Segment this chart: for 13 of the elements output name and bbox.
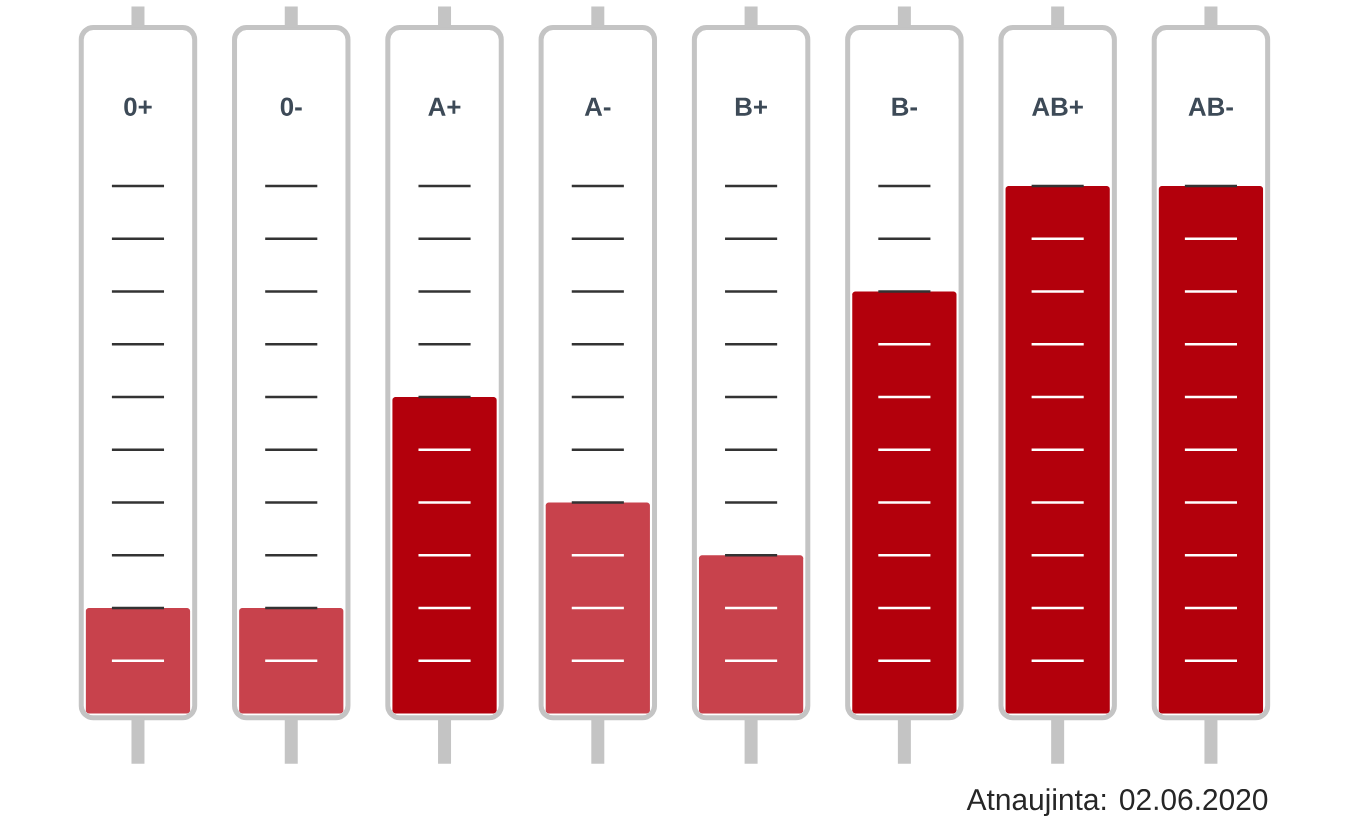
x-tick-label: AB+	[1032, 98, 1083, 116]
bar	[85, 608, 191, 714]
x-tick-label: B+	[735, 98, 767, 116]
x-tick-label: 0+	[124, 97, 152, 117]
x-tick-label: 0-	[280, 97, 302, 117]
x-tick-label: AB-	[1188, 98, 1233, 116]
bar	[545, 502, 650, 714]
bar	[698, 555, 804, 714]
x-tick-label: A-	[584, 98, 611, 116]
text: Atnaujinta: 02.06.2020	[966, 788, 1268, 817]
x-tick-label: A+	[428, 98, 461, 116]
bar	[239, 608, 344, 714]
x-tick-label: B-	[892, 98, 918, 116]
